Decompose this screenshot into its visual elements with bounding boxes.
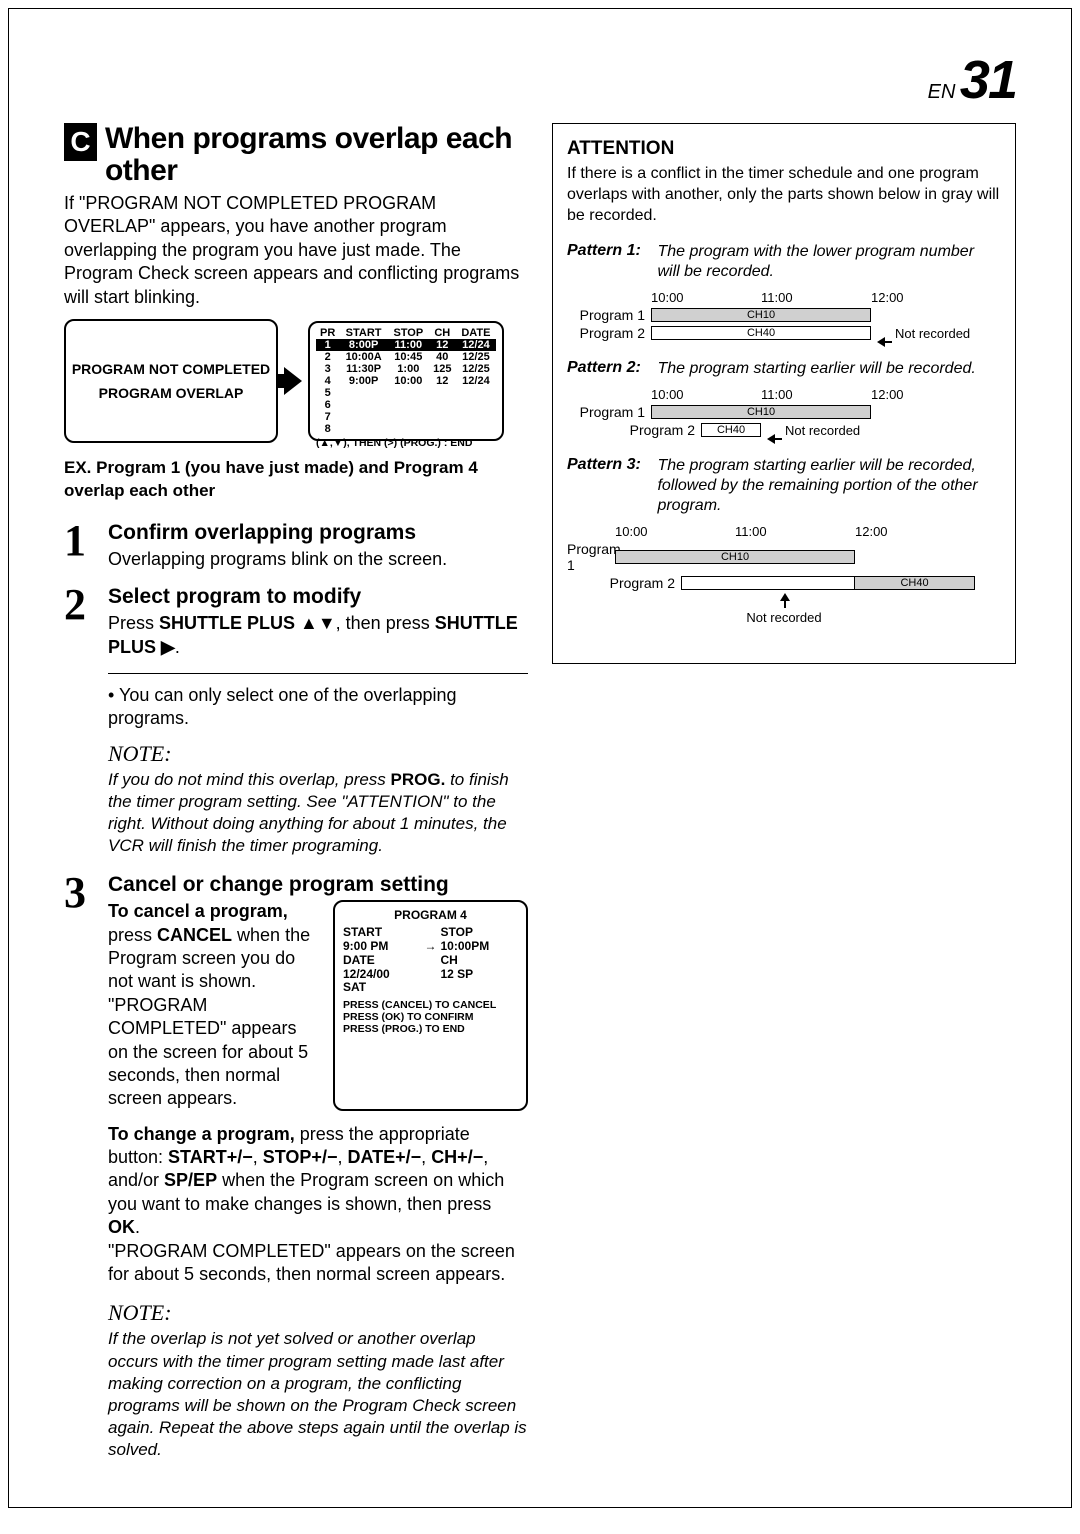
pattern1-label: Pattern 1: [567,242,653,260]
step2-title: Select program to modify [108,585,528,609]
change-text: To change a program, press the appropria… [108,1123,528,1287]
table-row: 18:00P11:001212/24 [316,339,496,351]
section-badge: C [64,123,97,161]
pattern3-desc: The program starting earlier will be rec… [657,456,997,516]
section-title: When programs overlap each other [105,123,528,186]
pattern1-desc: The program with the lower program numbe… [657,242,997,282]
screen-program-list: PR START STOP CH DATE 18:00P11:001212/24… [308,321,504,441]
section-intro: If "PROGRAM NOT COMPLETED PROGRAM OVERLA… [64,192,528,309]
pattern2-label: Pattern 2: [567,359,653,377]
step2-text: Press SHUTTLE PLUS ▲▼, then press SHUTTL… [108,612,528,659]
screen2-footer: (▲,▼), THEN (>) (PROG.) : END [316,437,496,449]
cancel-text: To cancel a program, press CANCEL when t… [108,900,319,1111]
pattern1-timeline: 10:00 11:00 12:00 Program 1 CH10 Program… [567,290,1001,341]
table-row: 7 [316,411,496,423]
step-number: 1 [64,521,94,571]
screen-program4: PROGRAM 4 STARTSTOP 9:00 PM→10:00PM DATE… [333,900,528,1111]
pattern2-desc: The program starting earlier will be rec… [657,359,997,379]
table-row: 5 [316,387,496,399]
step1-title: Confirm overlapping programs [108,521,528,545]
step2-bullet: • You can only select one of the overlap… [108,684,528,731]
step1-text: Overlapping programs blink on the screen… [108,548,528,571]
screen-overlap-msg: PROGRAM NOT COMPLETED PROGRAM OVERLAP [64,319,278,443]
page-number: EN 31 [64,49,1016,111]
attention-intro: If there is a conflict in the timer sche… [567,164,1001,226]
table-row: 311:30P1:0012512/25 [316,363,496,375]
note1-text: If you do not mind this overlap, press P… [108,769,528,857]
page-num: 31 [960,50,1016,110]
step3-title: Cancel or change program setting [108,873,528,897]
screen1-line2: PROGRAM OVERLAP [99,385,244,401]
attention-heading: ATTENTION [567,138,1001,160]
table-row: 6 [316,399,496,411]
step-number: 2 [64,585,94,659]
pattern2-timeline: 10:00 11:00 12:00 Program 1 CH10 Program… [567,387,1001,438]
attention-box: ATTENTION If there is a conflict in the … [552,123,1016,664]
note-heading: NOTE: [108,741,528,767]
page-prefix: EN [928,81,956,103]
table-row: 210:00A10:454012/25 [316,351,496,363]
table-header: PR START STOP CH DATE [316,327,496,339]
step-number: 3 [64,873,94,1286]
arrow-up-icon [778,593,790,607]
divider [108,673,528,674]
table-row: 8 [316,423,496,435]
example-line: EX. Program 1 (you have just made) and P… [64,457,528,503]
note2-text: If the overlap is not yet solved or anot… [108,1328,528,1461]
pattern3-label: Pattern 3: [567,456,653,474]
table-row: 49:00P10:001212/24 [316,375,496,387]
screen1-line1: PROGRAM NOT COMPLETED [72,361,270,377]
note-heading: NOTE: [108,1300,528,1326]
arrow-right-icon [284,367,302,395]
mini-title: PROGRAM 4 [343,908,518,922]
pattern3-timeline: 10:00 11:00 12:00 Program 1 CH10 Program… [567,524,1001,625]
